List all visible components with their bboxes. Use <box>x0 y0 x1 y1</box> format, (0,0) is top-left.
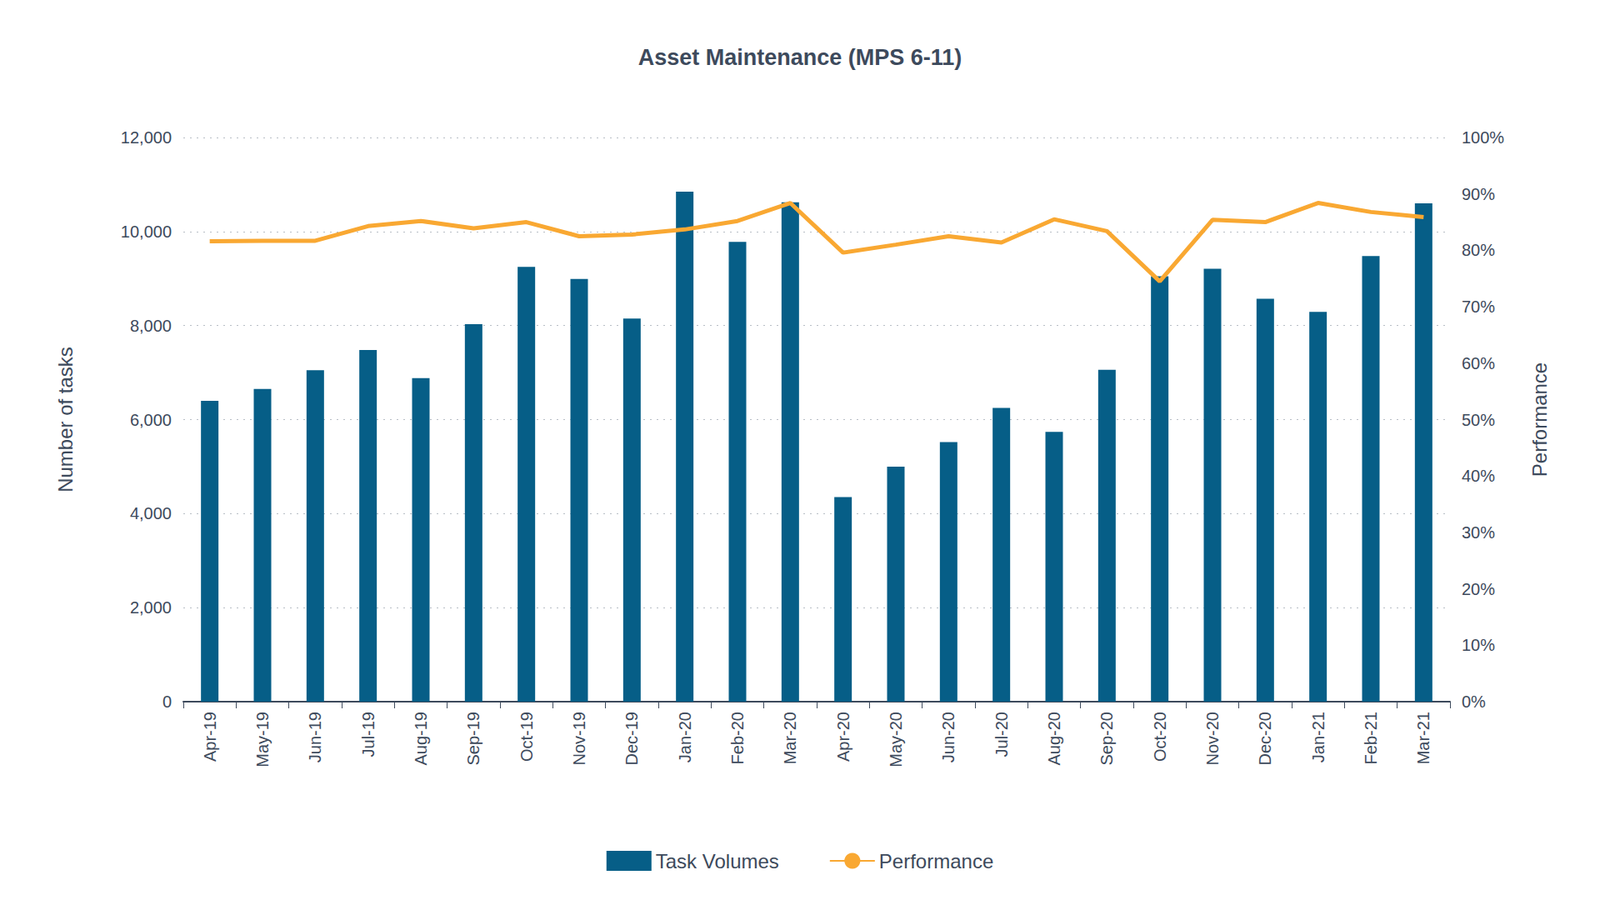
svg-text:Asset Maintenance (MPS 6-11): Asset Maintenance (MPS 6-11) <box>638 45 963 70</box>
svg-text:Dec-20: Dec-20 <box>1255 711 1275 765</box>
svg-text:May-20: May-20 <box>886 711 905 768</box>
svg-text:Jul-19: Jul-19 <box>359 711 378 757</box>
svg-text:4,000: 4,000 <box>130 504 172 523</box>
svg-text:100%: 100% <box>1461 128 1505 147</box>
svg-text:Apr-20: Apr-20 <box>834 711 853 762</box>
svg-text:Aug-20: Aug-20 <box>1045 711 1064 766</box>
svg-text:Jan-21: Jan-21 <box>1309 711 1328 763</box>
svg-text:8,000: 8,000 <box>130 316 172 335</box>
svg-text:Apr-19: Apr-19 <box>200 711 220 762</box>
svg-text:90%: 90% <box>1461 185 1495 204</box>
svg-text:6,000: 6,000 <box>130 410 172 430</box>
svg-text:0%: 0% <box>1461 692 1486 711</box>
svg-text:Nov-20: Nov-20 <box>1203 711 1222 765</box>
svg-text:Dec-19: Dec-19 <box>622 711 641 765</box>
svg-text:2,000: 2,000 <box>130 598 172 617</box>
svg-text:80%: 80% <box>1461 240 1495 260</box>
svg-text:Feb-20: Feb-20 <box>728 711 747 765</box>
svg-text:Sep-19: Sep-19 <box>464 711 483 766</box>
svg-text:Jan-20: Jan-20 <box>675 711 695 763</box>
svg-text:50%: 50% <box>1461 410 1495 430</box>
svg-text:20%: 20% <box>1461 580 1495 599</box>
svg-text:60%: 60% <box>1461 354 1495 373</box>
svg-text:Aug-19: Aug-19 <box>411 711 430 766</box>
svg-text:Nov-19: Nov-19 <box>570 711 589 765</box>
svg-text:Feb-21: Feb-21 <box>1361 711 1380 765</box>
svg-text:Mar-20: Mar-20 <box>780 711 800 765</box>
svg-text:30%: 30% <box>1461 523 1495 542</box>
svg-text:Number of tasks: Number of tasks <box>54 346 77 493</box>
svg-text:10%: 10% <box>1461 635 1495 655</box>
svg-text:40%: 40% <box>1461 466 1495 485</box>
svg-text:Mar-21: Mar-21 <box>1414 711 1433 765</box>
svg-text:Sep-20: Sep-20 <box>1097 711 1116 766</box>
svg-text:Performance: Performance <box>879 850 994 873</box>
svg-text:10,000: 10,000 <box>120 222 172 241</box>
svg-text:May-19: May-19 <box>253 711 272 768</box>
svg-text:Jun-20: Jun-20 <box>939 711 958 763</box>
svg-text:Jun-19: Jun-19 <box>305 711 325 763</box>
svg-text:Task Volumes: Task Volumes <box>655 850 780 873</box>
svg-text:Oct-20: Oct-20 <box>1150 711 1170 762</box>
svg-text:Jul-20: Jul-20 <box>992 711 1011 757</box>
svg-text:Oct-19: Oct-19 <box>517 711 536 762</box>
svg-text:Performance: Performance <box>1528 362 1551 477</box>
svg-text:70%: 70% <box>1461 297 1495 316</box>
svg-text:12,000: 12,000 <box>120 128 172 147</box>
svg-text:0: 0 <box>162 692 172 711</box>
